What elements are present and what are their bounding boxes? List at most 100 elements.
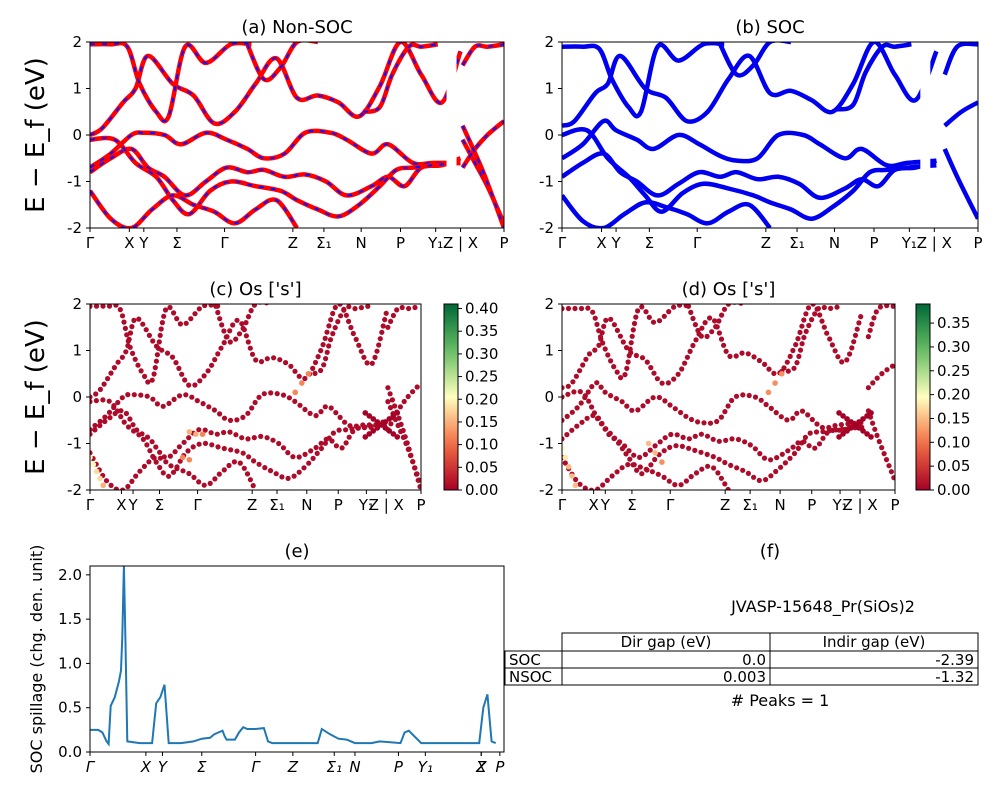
band-point [183,320,189,326]
band-point [657,439,663,445]
band-point [597,334,604,340]
band-point [746,392,752,399]
band-point [318,367,324,374]
colorbar-tick-label: 0.05 [937,457,970,475]
band-point [832,348,838,354]
colorbar-tick-label: 0.35 [937,314,970,332]
band-point [186,382,192,388]
band-point [194,398,200,404]
band-point [328,405,334,411]
band-point [603,317,609,323]
band-point [774,455,780,461]
band-point [113,486,119,490]
band-point [362,410,369,416]
band-point [565,305,572,312]
band-line [460,119,504,169]
colorbar-tick-label: 0.05 [465,458,498,476]
band-point [625,462,631,468]
band-point [326,323,332,329]
band-point [564,432,570,438]
x-tick-label: P [499,234,508,252]
band-line [942,147,978,220]
band-point [136,432,142,438]
band-point [180,468,186,474]
band-point [176,393,183,399]
band-point [654,376,661,382]
x-tick-label: Z [475,758,487,776]
band-point [779,451,785,457]
band-point [860,416,866,422]
band-point [244,471,251,477]
band-point [672,406,678,412]
band-point [147,448,153,454]
band-point [337,304,343,307]
band-point [683,413,689,419]
band-point [209,362,215,368]
band-point [151,371,157,377]
band-point [883,457,890,463]
weighted-point [90,454,93,461]
band-point [221,415,228,421]
weighted-point [778,370,785,377]
band-point [573,476,579,483]
plot-area [90,566,497,747]
colorbar-tick-label: 0.10 [937,433,970,451]
band-point [154,401,160,407]
band-point [716,318,722,324]
band-point [814,421,820,427]
band-point [130,422,136,428]
band-point [757,451,763,457]
band-point [171,310,177,316]
band-point [221,467,227,473]
y-axis-label: SOC spillage (chg. den. unit) [27,545,46,774]
band-point [150,396,156,402]
band-point [716,438,722,444]
panel-title: (b) SOC [735,17,804,38]
band-point [247,345,253,351]
band-point [341,307,347,313]
band-point [412,304,418,311]
band-point [819,424,826,431]
band-point [602,346,608,352]
band-point [667,402,673,408]
y-tick-label: 0 [544,388,554,406]
band-point [662,435,668,441]
band-point [840,413,846,419]
colorbar-tick-label: 0.15 [937,409,970,427]
band-point [330,331,336,337]
band-point [111,403,117,409]
x-tick-label: Y [138,234,149,252]
band-point [181,439,187,445]
band-point [797,329,803,335]
band-line [562,42,939,128]
band-point [196,441,202,447]
band-point [625,359,631,365]
band-point [274,391,280,397]
band-point [629,333,635,339]
band-point [829,342,836,348]
band-point [215,444,221,450]
band-point [93,398,99,404]
band-point [683,478,690,484]
weighted-point [652,450,659,456]
band-point [729,397,735,404]
band-point [374,425,381,431]
band-point [149,439,155,445]
band-point [302,406,308,413]
band-point [688,474,694,480]
band-point [790,347,796,354]
band-point [562,306,565,312]
band-point [157,449,163,455]
band-point [273,471,279,477]
x-tick-label: Γ [558,496,567,514]
y-tick-label: -2 [539,219,554,237]
band-point [635,407,641,413]
band-point [258,359,265,365]
band-point [572,305,578,312]
band-line-dashed [90,136,461,218]
band-point [121,319,127,325]
band-point [196,427,202,433]
material-id: JVASP-15648_Pr(SiOs)2 [730,597,915,617]
band-point [158,326,164,332]
x-tick-label: Σ [627,496,636,514]
